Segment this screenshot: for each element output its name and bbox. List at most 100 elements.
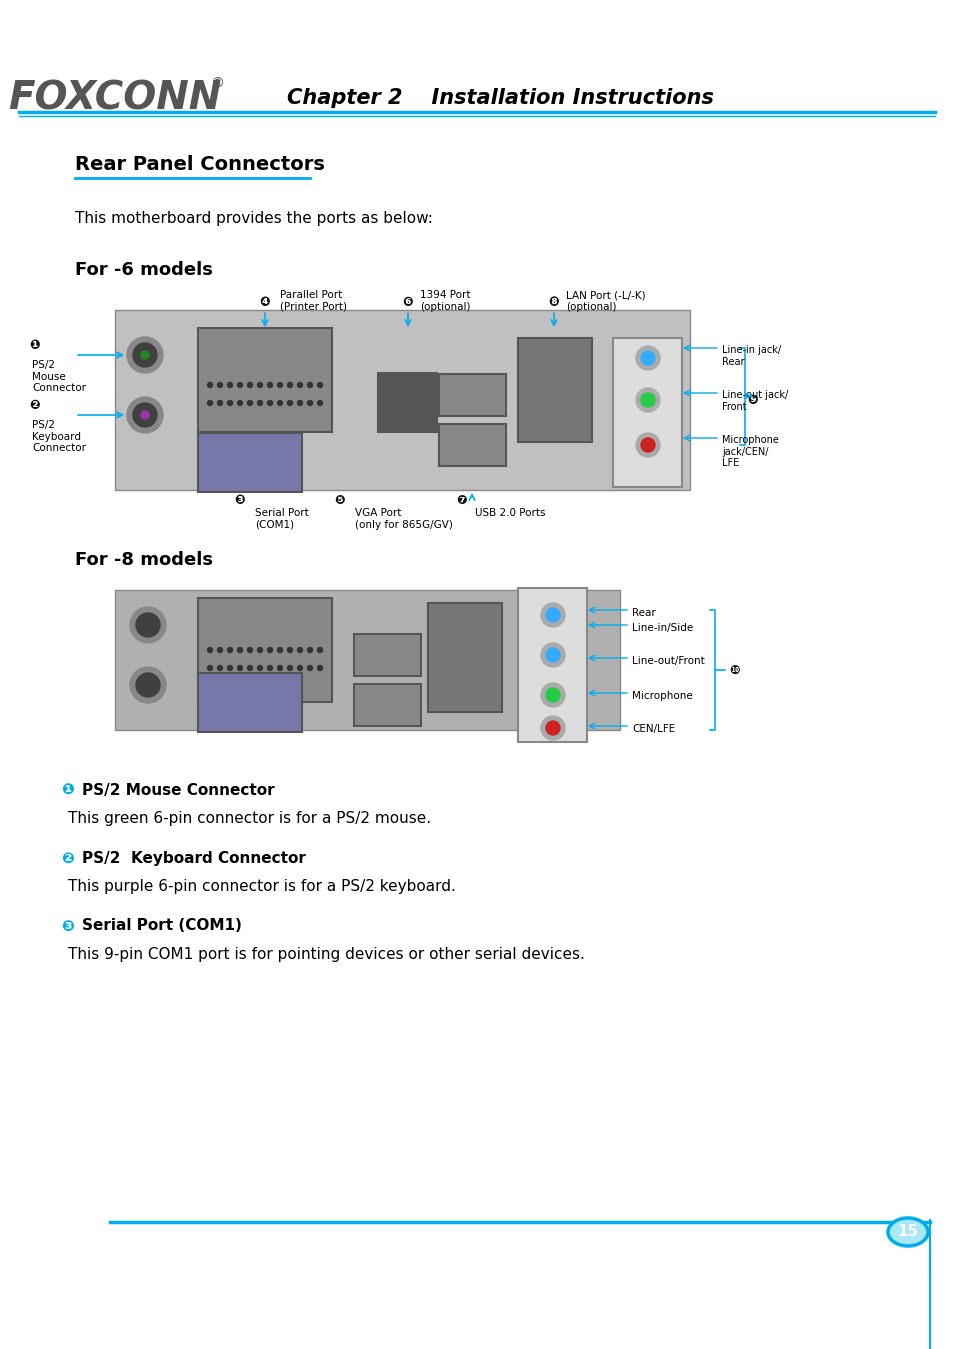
Text: PS/2 Mouse Connector: PS/2 Mouse Connector — [82, 782, 274, 797]
Circle shape — [208, 665, 213, 670]
Circle shape — [257, 383, 262, 387]
Circle shape — [297, 401, 302, 406]
Circle shape — [237, 665, 242, 670]
Text: Line-in/Side: Line-in/Side — [631, 623, 693, 633]
Circle shape — [208, 401, 213, 406]
Text: USB 2.0 Ports: USB 2.0 Ports — [475, 509, 545, 518]
FancyBboxPatch shape — [517, 339, 592, 442]
FancyBboxPatch shape — [438, 424, 505, 465]
Text: Line-in jack/
Rear: Line-in jack/ Rear — [721, 345, 781, 367]
FancyBboxPatch shape — [115, 310, 689, 490]
Text: ❷: ❷ — [62, 850, 74, 866]
Circle shape — [277, 648, 282, 653]
FancyBboxPatch shape — [613, 339, 681, 487]
Circle shape — [237, 648, 242, 653]
Ellipse shape — [887, 1218, 927, 1246]
Text: This 9-pin COM1 port is for pointing devices or other serial devices.: This 9-pin COM1 port is for pointing dev… — [68, 947, 584, 962]
Text: ❶: ❶ — [62, 782, 74, 797]
Circle shape — [540, 643, 564, 666]
Text: ❾: ❾ — [747, 394, 758, 406]
Text: Rear: Rear — [631, 608, 655, 618]
FancyBboxPatch shape — [198, 433, 302, 492]
Text: 1394 Port
(optional): 1394 Port (optional) — [419, 290, 470, 312]
Circle shape — [217, 665, 222, 670]
Circle shape — [130, 666, 166, 703]
Text: CEN/LFE: CEN/LFE — [631, 724, 675, 734]
Circle shape — [257, 401, 262, 406]
FancyBboxPatch shape — [517, 588, 586, 742]
Circle shape — [237, 401, 242, 406]
Text: ❸: ❸ — [62, 919, 74, 934]
Circle shape — [227, 648, 233, 653]
Text: PS/2
Mouse
Connector: PS/2 Mouse Connector — [32, 360, 86, 393]
Circle shape — [545, 608, 559, 622]
Text: For -8 models: For -8 models — [75, 550, 213, 569]
Circle shape — [540, 716, 564, 741]
Circle shape — [141, 351, 149, 359]
Circle shape — [132, 403, 157, 428]
Circle shape — [297, 665, 302, 670]
Circle shape — [307, 665, 313, 670]
FancyBboxPatch shape — [198, 673, 302, 733]
Circle shape — [247, 665, 253, 670]
Text: Microphone
jack/CEN/
LFE: Microphone jack/CEN/ LFE — [721, 434, 778, 468]
Text: Serial Port
(COM1): Serial Port (COM1) — [254, 509, 309, 530]
Circle shape — [277, 383, 282, 387]
Circle shape — [217, 401, 222, 406]
Circle shape — [227, 401, 233, 406]
Circle shape — [317, 383, 322, 387]
Text: PS/2
Keyboard
Connector: PS/2 Keyboard Connector — [32, 420, 86, 453]
Text: VGA Port
(only for 865G/GV): VGA Port (only for 865G/GV) — [355, 509, 453, 530]
FancyBboxPatch shape — [377, 374, 436, 432]
Circle shape — [267, 648, 273, 653]
Text: ®: ® — [210, 77, 224, 90]
Text: Line-out jack/
Front: Line-out jack/ Front — [721, 390, 787, 411]
Text: FOXCONN: FOXCONN — [9, 80, 221, 117]
Text: Rear Panel Connectors: Rear Panel Connectors — [75, 155, 325, 174]
Text: For -6 models: For -6 models — [75, 260, 213, 279]
Circle shape — [307, 383, 313, 387]
FancyBboxPatch shape — [115, 590, 619, 730]
Circle shape — [540, 683, 564, 707]
Circle shape — [267, 665, 273, 670]
Circle shape — [267, 383, 273, 387]
Circle shape — [136, 673, 160, 697]
FancyBboxPatch shape — [198, 328, 332, 432]
Circle shape — [217, 383, 222, 387]
Circle shape — [247, 401, 253, 406]
Text: 15: 15 — [897, 1225, 918, 1240]
Text: Microphone: Microphone — [631, 691, 692, 701]
Text: This motherboard provides the ports as below:: This motherboard provides the ports as b… — [75, 210, 433, 225]
Text: ❼: ❼ — [456, 494, 467, 506]
Circle shape — [132, 343, 157, 367]
Circle shape — [287, 401, 293, 406]
Circle shape — [257, 648, 262, 653]
Circle shape — [237, 383, 242, 387]
Text: ❹: ❹ — [259, 295, 270, 309]
Circle shape — [287, 665, 293, 670]
Text: ❷: ❷ — [30, 398, 40, 411]
Circle shape — [267, 401, 273, 406]
Circle shape — [636, 345, 659, 370]
FancyBboxPatch shape — [438, 374, 505, 415]
Circle shape — [640, 351, 655, 366]
Circle shape — [217, 648, 222, 653]
Text: Parallel Port
(Printer Port): Parallel Port (Printer Port) — [280, 290, 347, 312]
Circle shape — [277, 665, 282, 670]
Text: Chapter 2    Installation Instructions: Chapter 2 Installation Instructions — [286, 88, 713, 108]
Text: This purple 6-pin connector is for a PS/2 keyboard.: This purple 6-pin connector is for a PS/… — [68, 878, 456, 893]
Text: ❿: ❿ — [729, 664, 740, 676]
Circle shape — [277, 401, 282, 406]
Circle shape — [307, 401, 313, 406]
FancyBboxPatch shape — [354, 634, 420, 676]
Text: ❺: ❺ — [335, 494, 345, 506]
Circle shape — [227, 383, 233, 387]
Circle shape — [127, 337, 163, 374]
Circle shape — [317, 401, 322, 406]
Circle shape — [208, 648, 213, 653]
Circle shape — [545, 688, 559, 701]
Text: LAN Port (-L/-K)
(optional): LAN Port (-L/-K) (optional) — [565, 290, 645, 312]
Circle shape — [545, 720, 559, 735]
Circle shape — [317, 665, 322, 670]
Circle shape — [130, 607, 166, 643]
